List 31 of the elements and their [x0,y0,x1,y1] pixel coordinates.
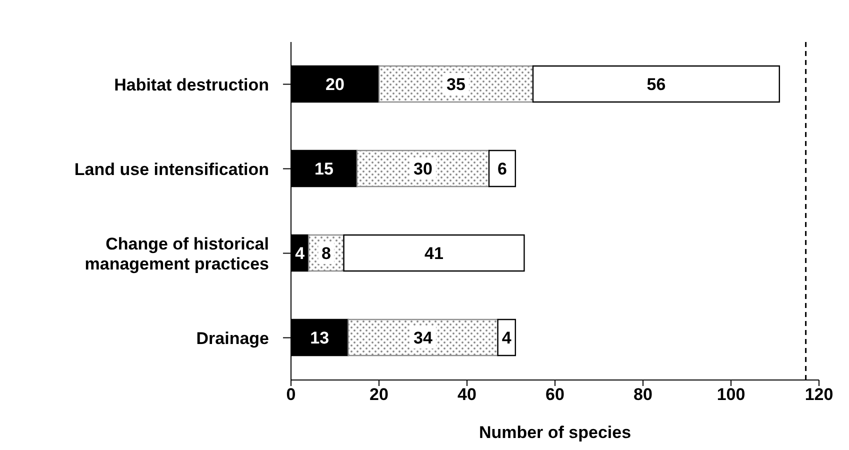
bar [343,234,525,272]
data-label: 20 [326,75,344,94]
bar [356,150,490,188]
y-tick-label: Habitat destruction [114,75,269,94]
x-tick-label: 60 [546,385,564,404]
bar [348,318,498,356]
x-tick-label: 100 [716,385,746,404]
x-axis-title: Number of species [478,423,632,442]
x-tick-label: 80 [634,385,652,404]
data-label: 8 [321,244,331,263]
data-label: 41 [424,244,444,264]
data-label: 4 [295,244,306,264]
x-tick-label: 120 [804,385,834,404]
data-label: 56 [646,75,666,94]
data-label: 15 [314,160,334,179]
y-tick-label: Change of historical management practices [84,234,269,274]
data-label: 35 [446,75,466,94]
x-tick-label: 0 [286,385,296,404]
x-tick-label: 40 [458,385,476,404]
y-tick-label: Land use intensification [74,160,269,179]
data-label: 6 [497,160,507,179]
data-label: 34 [414,328,433,348]
data-label: 30 [414,160,432,178]
data-label: 4 [502,328,512,348]
bar [488,150,516,188]
y-tick-label: Drainage [196,328,269,348]
bar [532,65,780,103]
data-label: 13 [310,328,330,348]
x-tick-label: 20 [370,385,388,404]
bar [378,65,534,103]
bar [497,318,516,356]
